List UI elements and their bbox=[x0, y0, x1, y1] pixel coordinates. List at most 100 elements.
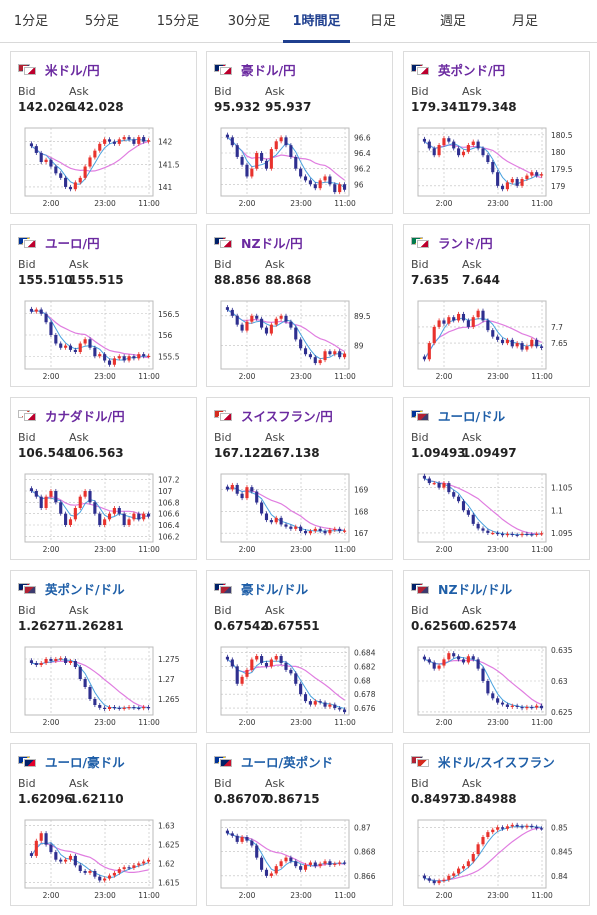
rate-card[interactable]: NZドル/円 Bid Ask 88.856 88.868 89.5 89 2:00 23:00 1… bbox=[206, 224, 393, 387]
candle-body bbox=[245, 837, 249, 841]
candle-body bbox=[515, 824, 519, 827]
candle-body bbox=[117, 356, 121, 359]
y-tick-label: 89 bbox=[354, 341, 364, 350]
pair-name[interactable]: NZドル/円 bbox=[241, 235, 303, 251]
pair-name[interactable]: 豪ドル/円 bbox=[241, 62, 296, 78]
rate-card[interactable]: 英ポンド/円 Bid Ask 179.341 179.348 180.5 180 179.5 1… bbox=[403, 51, 590, 214]
candle-body bbox=[457, 868, 461, 874]
candle-body bbox=[452, 141, 456, 149]
candle-body bbox=[44, 496, 48, 508]
candle-body bbox=[486, 155, 490, 162]
y-tick-label: 0.625 bbox=[551, 708, 573, 717]
candle-body bbox=[515, 705, 519, 707]
pair-name[interactable]: 英ポンド/ドル bbox=[45, 581, 125, 597]
candle-body bbox=[505, 704, 509, 707]
rate-card[interactable]: 豪ドル/ドル Bid Ask 0.67542 0.67551 0.684 0.682 0.68… bbox=[206, 570, 393, 733]
pair-name[interactable]: ユーロ/円 bbox=[45, 235, 100, 251]
pair-name[interactable]: 豪ドル/ドル bbox=[241, 581, 309, 597]
tab-0[interactable]: 1分足 bbox=[13, 14, 49, 29]
pair-name[interactable]: NZドル/ドル bbox=[438, 581, 513, 597]
pair-name[interactable]: カナダドル/円 bbox=[45, 408, 125, 424]
candle-body bbox=[530, 825, 534, 828]
candle-body bbox=[476, 523, 480, 529]
candle-body bbox=[308, 862, 312, 865]
pair-name[interactable]: ユーロ/英ポンド bbox=[241, 754, 334, 770]
ask-value: 106.563 bbox=[69, 446, 124, 460]
candle-body bbox=[255, 491, 259, 503]
candle-body bbox=[264, 160, 269, 169]
x-tick-label: 2:00 bbox=[436, 372, 453, 381]
pair-name[interactable]: ユーロ/豪ドル bbox=[45, 754, 125, 770]
rate-card[interactable]: 英ポンド/ドル Bid Ask 1.26271 1.26281 1.275 1.27 1.26… bbox=[10, 570, 197, 733]
tab-7[interactable]: 月足 bbox=[511, 14, 538, 29]
rate-card[interactable]: ユーロ/英ポンド Bid Ask 0.86707 0.86715 0.87 0.868 0.8… bbox=[206, 743, 393, 906]
candle-body bbox=[447, 138, 451, 142]
candle-body bbox=[500, 339, 505, 344]
candle-body bbox=[318, 360, 322, 364]
quote-flag-icon bbox=[24, 412, 36, 421]
tab-5[interactable]: 日足 bbox=[369, 14, 396, 29]
tab-1[interactable]: 5分足 bbox=[84, 14, 120, 29]
y-tick-label: 0.635 bbox=[551, 646, 573, 655]
x-tick-label: 2:00 bbox=[239, 891, 256, 900]
candle-body bbox=[323, 531, 327, 534]
ask-value: 155.515 bbox=[69, 273, 124, 287]
candle-body bbox=[103, 139, 107, 144]
candle-body bbox=[269, 520, 273, 523]
candle-body bbox=[54, 852, 58, 860]
tab-2[interactable]: 15分足 bbox=[156, 14, 200, 29]
rate-card[interactable]: ユーロ/ドル Bid Ask 1.09493 1.09497 1.105 1.1 1.095 2… bbox=[403, 397, 590, 560]
rate-card[interactable]: NZドル/ドル Bid Ask 0.62560 0.62574 0.635 0.63 0.62… bbox=[403, 570, 590, 733]
candle-body bbox=[54, 491, 58, 503]
candle-body bbox=[539, 174, 544, 176]
x-tick-label: 11:00 bbox=[531, 545, 553, 554]
candle-body bbox=[427, 878, 431, 881]
y-tick-label: 180 bbox=[551, 148, 566, 157]
rate-card[interactable]: ユーロ/豪ドル Bid Ask 1.62096 1.62110 1.63 1.625 1.62… bbox=[10, 743, 197, 906]
candle-body bbox=[29, 143, 34, 147]
pair-name[interactable]: 英ポンド/円 bbox=[438, 62, 506, 78]
rate-card[interactable]: ユーロ/円 Bid Ask 155.510 155.515 156.5 156 155.5 2:… bbox=[10, 224, 197, 387]
pair-name[interactable]: ランド/円 bbox=[438, 235, 493, 251]
tab-6[interactable]: 週足 bbox=[439, 14, 466, 29]
card-header: 豪ドル/ドル bbox=[214, 580, 309, 597]
candle-body bbox=[93, 150, 97, 158]
bid-label: Bid bbox=[18, 604, 36, 617]
candle-body bbox=[146, 140, 151, 142]
x-tick-label: 23:00 bbox=[94, 372, 116, 381]
pair-name[interactable]: 米ドル/スイスフラン bbox=[438, 754, 555, 770]
pair-name[interactable]: ユーロ/ドル bbox=[438, 408, 506, 424]
candle-body bbox=[491, 829, 495, 833]
candle-body bbox=[279, 517, 283, 525]
price-chart: 107.2 107 106.8 106.6 106.4 106.2 2:00 23:00 11:… bbox=[24, 473, 180, 554]
rate-card[interactable]: 米ドル/円 Bid Ask 142.026 142.028 142 141.5 141 2:00… bbox=[10, 51, 197, 214]
rate-card[interactable]: カナダドル/円 Bid Ask 106.548 106.563 107.2 107 106.8… bbox=[10, 397, 197, 560]
tab-4[interactable]: 1時間足 bbox=[283, 0, 350, 43]
tab-3[interactable]: 30分足 bbox=[227, 14, 271, 29]
rate-card[interactable]: 豪ドル/円 Bid Ask 95.932 95.937 96.6 96.4 96.2 96 2:0… bbox=[206, 51, 393, 214]
rate-card[interactable]: ランド/円 Bid Ask 7.635 7.644 7.7 7.65 2:00 23:00 11:… bbox=[403, 224, 590, 387]
rate-card[interactable]: スイスフラン/円 Bid Ask 167.122 167.138 169 168 167 2:0… bbox=[206, 397, 393, 560]
candle-body bbox=[520, 706, 524, 709]
candle-body bbox=[269, 659, 273, 667]
x-tick-label: 23:00 bbox=[487, 891, 509, 900]
y-tick-label: 106.2 bbox=[158, 532, 180, 541]
candle-body bbox=[245, 669, 249, 677]
candle-body bbox=[54, 659, 58, 661]
candle-body bbox=[437, 665, 441, 669]
candle-body bbox=[49, 159, 53, 167]
candle-body bbox=[313, 701, 317, 705]
quote-flag-icon bbox=[417, 758, 429, 767]
ask-value: 1.26281 bbox=[69, 619, 124, 633]
candle-body bbox=[539, 828, 544, 830]
candle-body bbox=[240, 837, 244, 842]
pair-name[interactable]: スイスフラン/円 bbox=[241, 408, 333, 424]
pair-name[interactable]: 米ドル/円 bbox=[45, 62, 100, 78]
rate-card[interactable]: 米ドル/スイスフラン Bid Ask 0.84973 0.84988 0.85 0.845 0… bbox=[403, 743, 590, 906]
quote-flag-icon bbox=[417, 412, 429, 421]
currency-flags-icon bbox=[18, 755, 36, 767]
candle-body bbox=[323, 702, 327, 707]
x-tick-label: 23:00 bbox=[290, 372, 312, 381]
currency-flags-icon bbox=[214, 63, 232, 75]
bid-label: Bid bbox=[214, 258, 232, 271]
